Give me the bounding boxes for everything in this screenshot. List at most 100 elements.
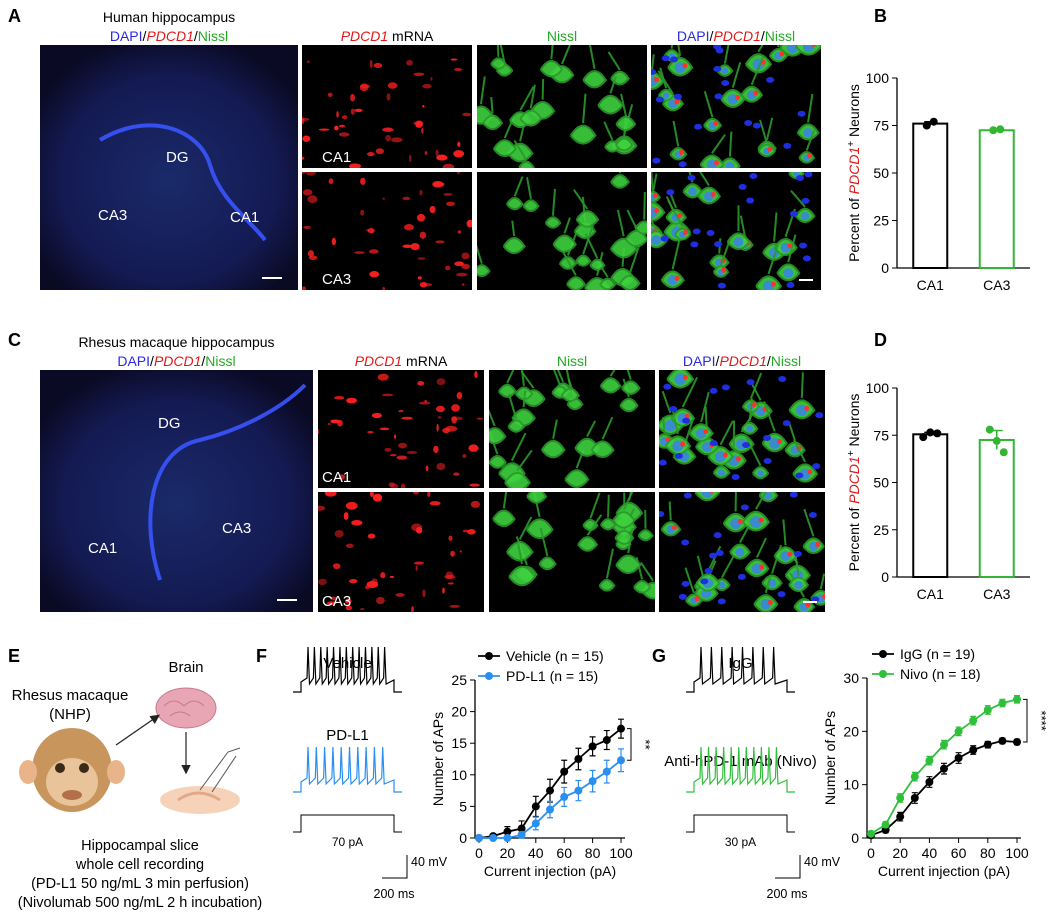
rna-signal (382, 127, 394, 132)
region-label: CA3 (222, 520, 251, 537)
region-label: DG (158, 415, 181, 432)
current-label: 70 pA (332, 835, 363, 849)
text-part: DAPI (110, 28, 143, 44)
text-part: Neurons (846, 394, 862, 451)
neuron (590, 416, 615, 459)
text-part: PDCD1 (355, 353, 402, 369)
rna-signal (379, 427, 390, 431)
data-point (954, 727, 963, 736)
data-point (910, 772, 919, 781)
rna-signal (437, 416, 442, 419)
nucleus (664, 419, 677, 432)
y-tick-label: 30 (843, 670, 859, 686)
rna-signal (349, 578, 358, 584)
nucleus (683, 492, 692, 499)
neuron (540, 419, 566, 459)
rna-signal (429, 501, 441, 506)
rna-signal (454, 261, 464, 267)
bar (978, 438, 1015, 578)
rna-signal (354, 251, 365, 254)
data-point (503, 834, 512, 842)
nucleus (812, 463, 821, 470)
neuron (740, 56, 764, 103)
x-tick-label: 20 (892, 845, 908, 861)
rna-signal (449, 604, 461, 608)
rna-signal (302, 117, 310, 121)
text-part: / (767, 353, 771, 369)
text-part: Nissl (771, 353, 801, 369)
rna-signal (338, 132, 350, 137)
neuron (624, 209, 647, 248)
text-part: / (710, 28, 714, 44)
rna-signal (469, 483, 480, 487)
neuron (615, 528, 642, 574)
rna-signal (451, 416, 458, 424)
rna-signal (318, 505, 326, 511)
neuron (539, 45, 564, 78)
rna-signal (368, 249, 379, 254)
rna-signal (678, 149, 684, 155)
rna-signal (466, 219, 472, 228)
nucleus (797, 110, 806, 117)
rna-signal (306, 60, 310, 64)
rna-signal (767, 599, 773, 605)
nucleus (733, 237, 744, 247)
rna-signal (391, 137, 403, 143)
rna-signal (442, 163, 455, 168)
text-part: PDCD1 (846, 456, 862, 503)
rna-signal (807, 469, 813, 475)
text-part: PDCD1 (341, 28, 388, 44)
series-line (870, 740, 1018, 837)
nucleus (709, 552, 718, 559)
neuron (669, 120, 688, 161)
text-part: DAPI (117, 353, 150, 369)
rna-signal (682, 374, 688, 380)
nucleus (763, 458, 772, 465)
rna-signal (384, 447, 392, 452)
significance-bracket (1023, 698, 1028, 743)
nucleus (652, 157, 661, 164)
nucleus (681, 539, 690, 546)
rna-signal (736, 456, 742, 462)
text-part: + (846, 450, 857, 456)
text-part: Percent of (846, 504, 862, 572)
neuron (492, 492, 516, 528)
rna-signal (807, 153, 813, 159)
nucleus (713, 66, 722, 73)
rna-signal (737, 519, 743, 525)
rna-signal (419, 189, 423, 196)
neuron (584, 233, 606, 271)
data-point (588, 777, 597, 786)
data-point (881, 820, 890, 829)
rna-signal (324, 492, 337, 497)
neuron (582, 45, 608, 89)
rna-signal (456, 172, 461, 175)
text-part: / (761, 28, 765, 44)
nucleus (715, 47, 724, 54)
stain-legend: DAPI/PDCD1/Nissl (117, 353, 235, 369)
rna-signal (709, 492, 715, 494)
rna-signal (396, 455, 408, 460)
neuron (569, 93, 597, 145)
trace-label: Anti-hPD-1 mAb (Nivo) (664, 753, 817, 770)
rna-signal (421, 127, 424, 134)
rna-signal (671, 524, 677, 530)
row-label: CA3 (322, 271, 351, 288)
neuron (699, 134, 726, 168)
y-axis-label: Percent of PDCD1+ Neurons (846, 84, 863, 262)
y-tick-label: 75 (873, 427, 889, 443)
nucleus (738, 183, 747, 190)
nucleus (766, 76, 775, 83)
neuron (607, 51, 630, 86)
rna-signal (424, 151, 428, 155)
rna-signal (419, 281, 428, 288)
rna-signal (307, 195, 318, 204)
neuron (802, 508, 825, 555)
y-tick-label: 0 (881, 569, 889, 585)
rna-signal (412, 492, 419, 495)
rna-signal (413, 72, 425, 76)
text-part: Nissl (765, 28, 795, 44)
rna-signal (456, 272, 468, 277)
text-part: PDCD1 (154, 353, 201, 369)
rna-signal (388, 482, 395, 487)
